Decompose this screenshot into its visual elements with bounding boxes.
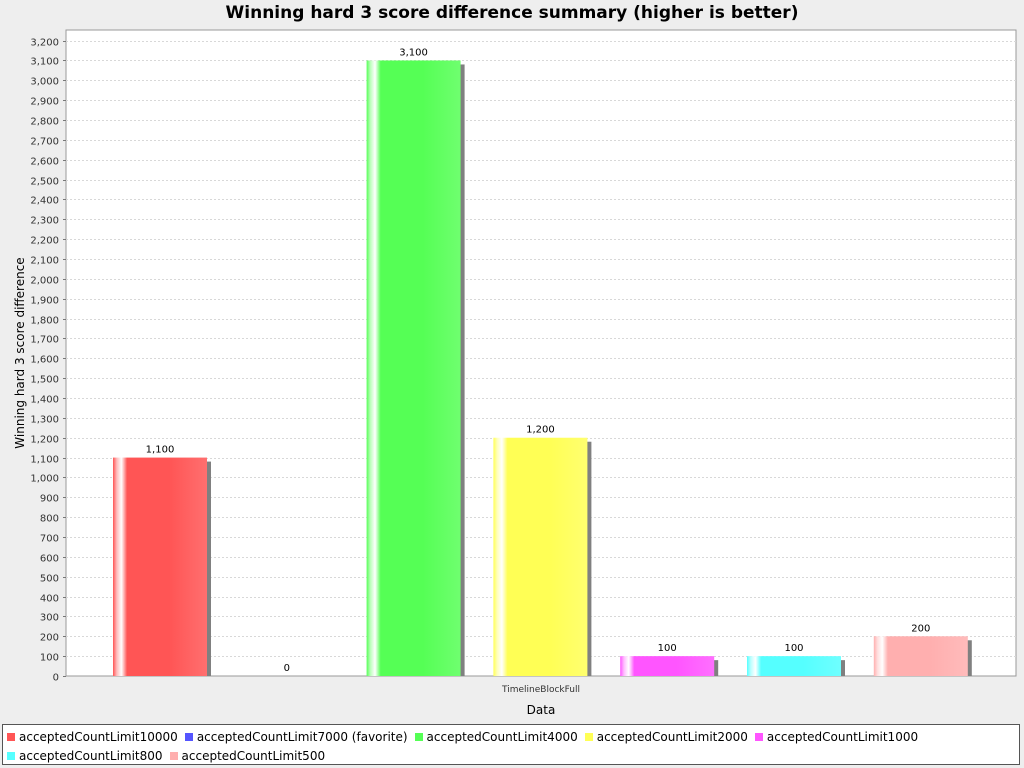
- value-labels: 1,100 0 3,100 1,200 100 100 200: [146, 47, 931, 674]
- legend: acceptedCountLimit10000 acceptedCountLimi…: [2, 724, 1020, 765]
- value-label: 100: [658, 643, 677, 654]
- value-label: 3,100: [399, 47, 428, 58]
- y-tick-label: 2,300: [30, 216, 59, 227]
- legend-item: acceptedCountLimit7000 (favorite): [184, 728, 408, 747]
- y-tick-label: 1,700: [30, 335, 59, 346]
- y-tick-label: 1,500: [30, 375, 59, 386]
- legend-item: acceptedCountLimit10000: [7, 728, 178, 747]
- y-tick-label: 3,100: [30, 57, 59, 68]
- value-label: 100: [784, 643, 803, 654]
- bar: [620, 656, 715, 676]
- bar: [366, 60, 461, 677]
- y-tick-label: 3,000: [30, 77, 59, 88]
- y-tick-label: 500: [40, 574, 59, 585]
- y-tick-label: 1,900: [30, 296, 59, 307]
- y-tick-label: 2,700: [30, 137, 59, 148]
- y-tick-label: 100: [40, 653, 59, 664]
- y-tick-label: 700: [40, 534, 59, 545]
- y-tick-label: 2,100: [30, 256, 59, 267]
- y-tick-label: 300: [40, 613, 59, 624]
- y-tick-label: 2,000: [30, 276, 59, 287]
- legend-label: acceptedCountLimit500: [181, 749, 326, 763]
- legend-swatch: [169, 752, 178, 760]
- y-tick-label: 200: [40, 633, 59, 644]
- value-label: 1,100: [146, 445, 175, 456]
- legend-swatch: [7, 752, 15, 760]
- y-tick-label: 2,800: [30, 117, 59, 128]
- y-tick-label: 2,900: [30, 97, 59, 108]
- legend-label: acceptedCountLimit800: [19, 749, 163, 763]
- legend-swatch: [7, 733, 15, 741]
- y-tick-label: 1,300: [30, 415, 59, 426]
- x-axis-title: Data: [527, 703, 556, 717]
- y-axis-title: Winning hard 3 score difference: [13, 257, 27, 448]
- y-tick-label: 1,600: [30, 355, 59, 366]
- bar: [873, 636, 968, 676]
- y-tick-label: 1,400: [30, 395, 59, 406]
- legend-label: acceptedCountLimit4000: [426, 730, 578, 744]
- bar: [747, 656, 841, 676]
- x-category-label: TimelineBlockFull: [501, 685, 580, 695]
- y-tick-label: 2,600: [30, 157, 59, 168]
- y-tick-label: 600: [40, 554, 59, 565]
- legend-label: acceptedCountLimit2000: [596, 730, 748, 744]
- chart-canvas: 01002003004005006007008009001,0001,1001,…: [13, 29, 1017, 717]
- value-label: 200: [911, 623, 930, 634]
- legend-label: acceptedCountLimit10000: [19, 730, 178, 744]
- legend-swatch: [184, 733, 193, 741]
- legend-item: acceptedCountLimit800: [7, 747, 163, 766]
- chart-title: Winning hard 3 score difference summary …: [225, 3, 799, 23]
- y-tick-label: 1,200: [30, 435, 59, 446]
- bar: [113, 457, 207, 676]
- legend-item: acceptedCountLimit500: [169, 747, 326, 766]
- y-tick-label: 1,800: [30, 316, 59, 327]
- y-tick-label: 1,100: [30, 455, 59, 466]
- legend-item: acceptedCountLimit4000: [414, 728, 578, 747]
- legend-swatch: [584, 733, 593, 741]
- legend-swatch: [754, 733, 763, 741]
- y-tick-label: 2,500: [30, 177, 59, 188]
- bars: [113, 60, 972, 677]
- y-tick-label: 1,000: [30, 474, 59, 485]
- y-tick-label: 2,400: [30, 196, 59, 207]
- y-tick-label: 0: [53, 673, 59, 684]
- y-tick-label: 800: [40, 514, 59, 525]
- y-axis-ticks: 0 100 200 300 400 500 600 700 800 900 1,000 1,100 1,…: [30, 38, 66, 684]
- legend-label: acceptedCountLimit7000 (favorite): [196, 730, 408, 744]
- y-tick-label: 3,200: [30, 38, 59, 49]
- legend-item: acceptedCountLimit1000: [754, 728, 919, 747]
- legend-swatch: [414, 733, 423, 741]
- y-tick-label: 400: [40, 594, 59, 605]
- y-tick-label: 2,200: [30, 236, 59, 247]
- y-tick-label: 900: [40, 494, 59, 505]
- legend-item: acceptedCountLimit2000: [584, 728, 748, 747]
- value-label: 1,200: [526, 425, 555, 436]
- bar: [493, 437, 588, 676]
- legend-label: acceptedCountLimit1000: [766, 730, 919, 744]
- value-label: 0: [284, 663, 290, 674]
